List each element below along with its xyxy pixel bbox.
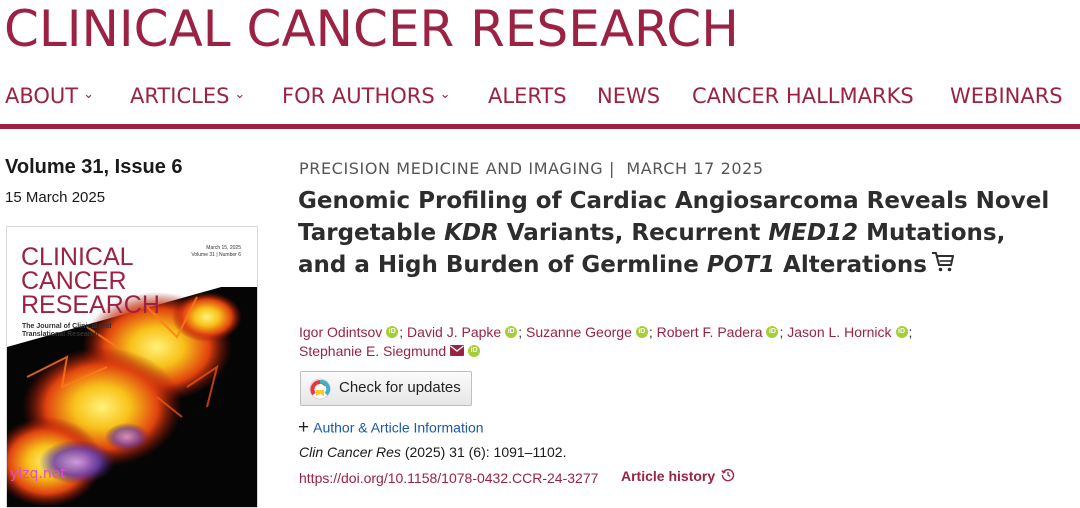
issue-cover-image[interactable]: March 15, 2025 Volume 31 | Number 6 CLIN…: [6, 226, 258, 508]
orcid-icon[interactable]: iD: [766, 326, 779, 339]
cover-title: CLINICAL CANCER RESEARCH: [21, 243, 160, 319]
author-link[interactable]: David J. Papke: [407, 324, 502, 340]
author-link[interactable]: Jason L. Hornick: [787, 324, 892, 340]
author-list: Igor Odintsov iD; David J. Papke iD; Suzan…: [299, 323, 1039, 362]
author-separator: ;: [779, 324, 784, 340]
nav-label: NEWS: [597, 84, 661, 108]
shopping-cart-icon[interactable]: [931, 250, 955, 282]
watermark: ylzq.net: [10, 466, 66, 482]
author-link[interactable]: Igor Odintsov: [299, 324, 383, 340]
history-clock-icon: [721, 468, 735, 485]
article-section[interactable]: PRECISION MEDICINE AND IMAGING: [299, 159, 604, 178]
orcid-icon[interactable]: iD: [895, 326, 908, 339]
cover-subtitle: The Journal of Clinical and Translationa…: [22, 323, 111, 339]
nav-label: CANCER HALLMARKS: [692, 84, 914, 108]
orcid-icon[interactable]: iD: [468, 345, 481, 358]
nav-label: ALERTS: [488, 84, 567, 108]
cover-title-line: RESEARCH: [21, 291, 160, 319]
cover-subtitle-line: The Journal of Clinical and: [22, 323, 112, 330]
title-part: Alterations: [775, 252, 927, 278]
cover-subtitle-line: Translational Research: [22, 331, 99, 338]
crossmark-icon: [309, 378, 331, 405]
nav-webinars[interactable]: WEBINARS: [950, 82, 1063, 110]
author-link[interactable]: Robert F. Padera: [656, 324, 763, 340]
orcid-icon[interactable]: iD: [505, 326, 518, 339]
email-icon[interactable]: [450, 342, 465, 361]
article-title: Genomic Profiling of Cardiac Angiosarcom…: [298, 185, 1058, 282]
author-article-info-label: Author & Article Information: [313, 419, 484, 436]
citation-details: (2025) 31 (6): 1091–1102.: [400, 444, 567, 460]
author-article-info-toggle[interactable]: + Author & Article Information: [298, 417, 484, 440]
author-separator: ;: [399, 324, 404, 340]
section-separator: |: [608, 159, 615, 178]
article-section-line: PRECISION MEDICINE AND IMAGING | MARCH 1…: [299, 159, 764, 178]
nav-label: WEBINARS: [950, 84, 1063, 108]
nav-alerts[interactable]: ALERTS: [488, 82, 567, 110]
nav-for-authors[interactable]: FOR AUTHORS ⌄: [282, 82, 451, 111]
check-for-updates-button[interactable]: Check for updates: [300, 371, 472, 406]
cover-issue-meta: March 15, 2025 Volume 31 | Number 6: [191, 245, 241, 259]
author-separator: ;: [648, 324, 653, 340]
issue-date: 15 March 2025: [5, 189, 106, 206]
nav-label: FOR AUTHORS: [282, 84, 435, 108]
author-separator: ;: [908, 324, 913, 340]
main-nav: ABOUT ⌄ ARTICLES ⌄ FOR AUTHORS ⌄ ALERTS NEW…: [0, 80, 1080, 112]
orcid-icon[interactable]: iD: [386, 326, 399, 339]
header-divider: [0, 124, 1080, 129]
author-link[interactable]: Suzanne George: [526, 324, 632, 340]
title-part-gene: KDR: [444, 220, 499, 246]
chevron-down-icon: ⌄: [439, 87, 451, 102]
check-for-updates-label: Check for updates: [339, 379, 461, 396]
chevron-down-icon: ⌄: [234, 87, 246, 102]
article-history-label: Article history: [621, 468, 716, 484]
title-part-gene: POT1: [706, 252, 776, 278]
chevron-down-icon: ⌄: [83, 87, 95, 102]
title-part: Variants, Recurrent: [498, 220, 769, 246]
plus-icon: +: [298, 417, 310, 438]
nav-cancer-hallmarks[interactable]: CANCER HALLMARKS: [692, 82, 914, 110]
title-part: Mutations, and a High Burden of Germline: [298, 220, 1006, 278]
nav-label: ARTICLES: [130, 84, 230, 108]
article-date: MARCH 17 2025: [626, 159, 764, 178]
doi-link[interactable]: https://doi.org/10.1158/1078-0432.CCR-24…: [299, 470, 599, 486]
cover-artwork: [7, 287, 257, 507]
nav-articles[interactable]: ARTICLES ⌄: [130, 82, 245, 111]
author-separator: ;: [518, 324, 523, 340]
author-link[interactable]: Stephanie E. Siegmund: [299, 343, 447, 359]
issue-volume[interactable]: Volume 31, Issue 6: [5, 156, 183, 178]
cover-title-line: CANCER: [21, 267, 127, 295]
cover-title-line: CLINICAL: [21, 243, 134, 271]
nav-about[interactable]: ABOUT ⌄: [5, 82, 94, 111]
cover-meta-volume: Volume 31 | Number 6: [191, 252, 241, 258]
orcid-icon[interactable]: iD: [635, 326, 648, 339]
citation-journal: Clin Cancer Res: [299, 444, 401, 460]
title-part: Genomic Profiling of Cardiac Angiosarcom…: [298, 188, 1050, 246]
cover-meta-date: March 15, 2025: [206, 245, 241, 251]
title-part-gene: MED12: [768, 220, 859, 246]
citation: Clin Cancer Res (2025) 31 (6): 1091–1102…: [299, 444, 566, 460]
site-logo[interactable]: CLINICAL CANCER RESEARCH: [4, 0, 739, 58]
article-history-button[interactable]: Article history: [621, 468, 735, 486]
nav-label: ABOUT: [5, 84, 79, 108]
nav-news[interactable]: NEWS: [597, 82, 660, 110]
